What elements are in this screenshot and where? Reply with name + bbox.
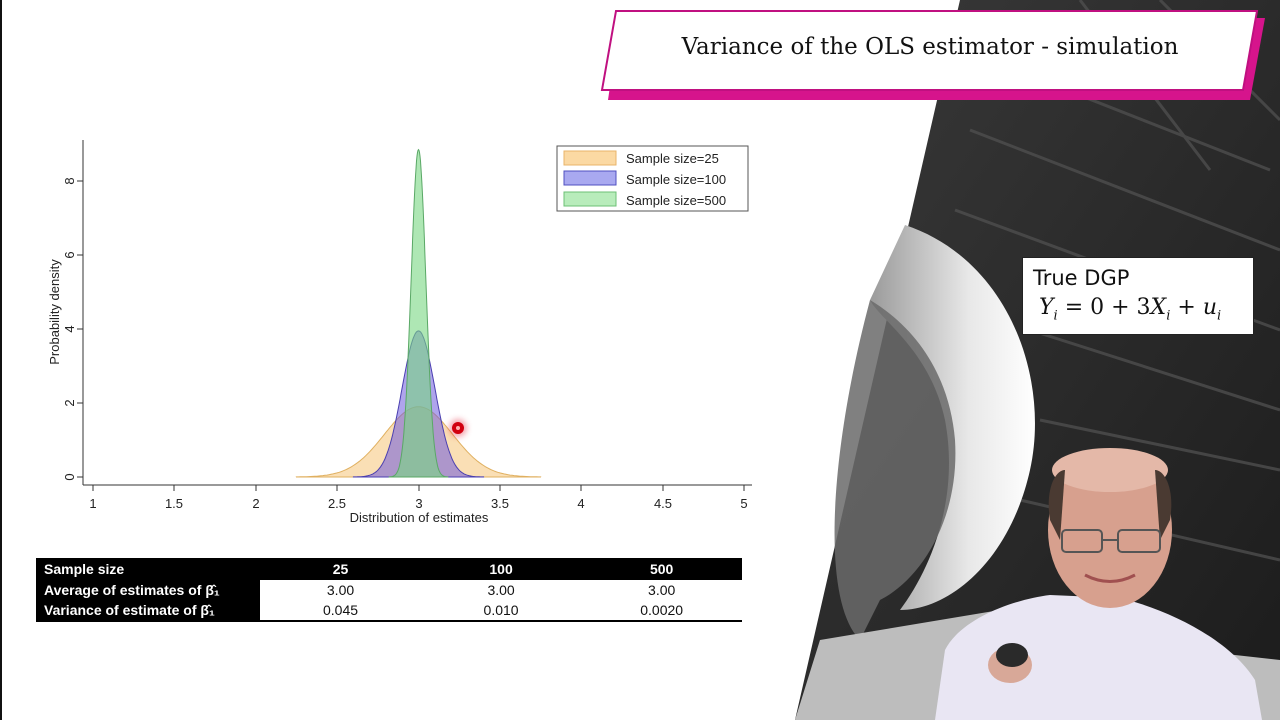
legend-label: Sample size=25	[626, 151, 719, 166]
slide-left-border	[0, 0, 2, 720]
true-dgp-box: True DGP Yi = 0 + 3Xi + ui	[1022, 257, 1254, 335]
table-row: Variance of estimate of β̂₁ 0.045 0.010 …	[36, 600, 742, 622]
header-col: 500	[581, 558, 742, 580]
title-banner	[600, 10, 1265, 100]
density-area-500	[388, 148, 449, 478]
x-tick-label: 5	[740, 496, 747, 511]
cell: 3.00	[581, 580, 742, 600]
legend-swatch-n100	[563, 170, 617, 186]
x-tick-label: 2	[252, 496, 259, 511]
row-label: Average of estimates of β̂₁	[36, 580, 261, 600]
legend-label: Sample size=100	[626, 172, 726, 187]
x-tick-label: 3.5	[491, 496, 509, 511]
density-chart: 0 2 4 6 8 Probability density 1 1.5 2 2.…	[47, 140, 752, 525]
header-label: Sample size	[36, 558, 261, 580]
chart-legend: Sample size=25 Sample size=100 Sample si…	[556, 145, 749, 212]
y-tick-label: 0	[62, 473, 77, 480]
y-axis-title: Probability density	[47, 259, 62, 365]
x-tick-label: 1.5	[165, 496, 183, 511]
y-tick-label: 2	[62, 399, 77, 406]
legend-swatch-n25	[563, 150, 617, 166]
x-tick-label: 1	[89, 496, 96, 511]
x-tick-label: 4.5	[654, 496, 672, 511]
density-areas	[295, 148, 542, 478]
cell: 0.045	[260, 600, 421, 622]
dgp-equation: Yi = 0 + 3Xi + ui	[1039, 295, 1222, 324]
cell: 3.00	[420, 580, 582, 600]
header-col: 100	[420, 558, 582, 580]
simulation-results-table: Sample size 25 100 500 Average of estima…	[36, 558, 742, 622]
legend-swatch-n500	[563, 191, 617, 207]
laser-pointer-dot	[452, 422, 464, 434]
x-axis-title: Distribution of estimates	[350, 510, 489, 525]
y-tick-label: 8	[62, 177, 77, 184]
row-label: Variance of estimate of β̂₁	[36, 600, 261, 622]
slide-title: Variance of the OLS estimator - simulati…	[681, 34, 1179, 60]
dgp-title: True DGP	[1033, 266, 1130, 290]
cell: 3.00	[260, 580, 421, 600]
cell: 0.010	[420, 600, 582, 622]
x-tick-label: 3	[415, 496, 422, 511]
x-tick-label: 4	[577, 496, 584, 511]
presenter-video	[935, 448, 1262, 720]
legend-label: Sample size=500	[626, 193, 726, 208]
y-tick-label: 4	[62, 325, 77, 332]
x-tick-label: 2.5	[328, 496, 346, 511]
cell: 0.0020	[581, 600, 742, 622]
table-header-row: Sample size 25 100 500	[36, 558, 742, 580]
y-tick-label: 6	[62, 251, 77, 258]
header-col: 25	[260, 558, 421, 580]
table-row: Average of estimates of β̂₁ 3.00 3.00 3.…	[36, 580, 742, 600]
